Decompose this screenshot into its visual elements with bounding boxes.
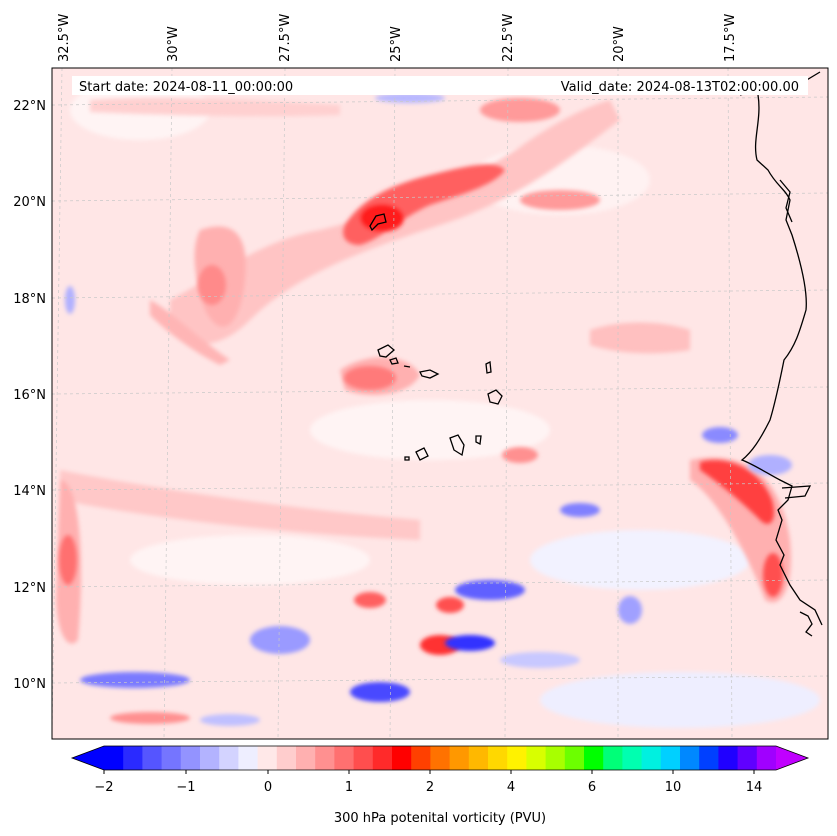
latitude-labels: 22°N 20°N 18°N 16°N 14°N 12°N 10°N	[13, 99, 46, 692]
colorbar-segment	[718, 746, 739, 770]
colorbar-segment	[545, 746, 566, 770]
cb-tick-label: 10	[665, 780, 682, 795]
colorbar-segment	[584, 746, 604, 770]
colorbar-segment	[161, 746, 182, 770]
colorbar: −2 −1 0 1 2 4 6 10 14 300 hPa potenital …	[70, 745, 810, 826]
colorbar-segment	[411, 746, 431, 770]
lon-label-22-5w: 22.5°W	[501, 14, 516, 62]
cb-tick-label: 2	[426, 780, 434, 795]
colorbar-segment	[334, 746, 355, 770]
colorbar-segment	[660, 746, 681, 770]
colorbar-segment	[392, 746, 412, 770]
colorbar-segment	[219, 746, 239, 770]
lon-label-32-5w: 32.5°W	[57, 14, 72, 62]
pv-negative-regions	[65, 93, 792, 726]
colorbar-segment	[737, 746, 758, 770]
pv-high-regions	[59, 98, 783, 724]
colorbar-segment	[238, 746, 259, 770]
colorbar-extend-max	[776, 746, 808, 770]
colorbar-segment	[142, 746, 163, 770]
colorbar-segment	[603, 746, 623, 770]
cb-tick-label: 0	[264, 780, 272, 795]
cb-tick-label: 14	[746, 780, 763, 795]
colorbar-segment	[104, 746, 124, 770]
colorbar-segment	[507, 746, 527, 770]
colorbar-segment	[257, 746, 278, 770]
colorbar-segment	[200, 746, 220, 770]
lon-label-17-5w: 17.5°W	[723, 14, 738, 62]
lon-label-27-5w: 27.5°W	[278, 14, 293, 62]
colorbar-segment	[276, 746, 297, 770]
colorbar-segment	[315, 746, 335, 770]
cb-tick-label: −1	[176, 780, 195, 795]
map-panel	[52, 68, 828, 739]
colorbar-segment	[641, 746, 662, 770]
cb-tick-label: 1	[345, 780, 353, 795]
lat-label-12n: 12°N	[13, 581, 46, 596]
lat-label-20n: 20°N	[13, 195, 46, 210]
graticule	[52, 68, 828, 739]
colorbar-title: 300 hPa potenital vorticity (PVU)	[334, 811, 546, 826]
map-frame	[51, 67, 829, 740]
colorbar-ticks	[103, 770, 755, 774]
colorbar-segment	[622, 746, 643, 770]
colorbar-segment	[468, 746, 489, 770]
colorbar-segment	[699, 746, 719, 770]
colorbar-segment	[680, 746, 700, 770]
lat-label-22n: 22°N	[13, 99, 46, 114]
colorbar-segment	[756, 746, 777, 770]
colorbar-segment	[430, 746, 451, 770]
colorbar-segment	[180, 746, 201, 770]
cb-tick-label: 4	[507, 780, 515, 795]
header-band	[72, 76, 808, 95]
lat-label-14n: 14°N	[13, 484, 46, 499]
colorbar-segment	[526, 746, 547, 770]
lat-label-10n: 10°N	[13, 677, 46, 692]
longitude-labels: 32.5°W 30°W 27.5°W 25°W 22.5°W 20°W 17.5…	[57, 14, 738, 62]
cb-tick-label: −2	[94, 780, 113, 795]
colorbar-segment	[353, 746, 374, 770]
lon-label-30w: 30°W	[166, 26, 181, 62]
colorbar-segment	[372, 746, 393, 770]
colorbar-segment	[449, 746, 470, 770]
lat-label-16n: 16°N	[13, 388, 46, 403]
colorbar-segment	[564, 746, 585, 770]
valid-date-label: Valid_date: 2024-08-13T02:00:00.00	[561, 80, 799, 95]
colorbar-tick-labels: −2 −1 0 1 2 4 6 10 14	[94, 780, 762, 795]
colorbar-segments	[104, 746, 777, 770]
cape-verde-islands	[369, 213, 503, 461]
colorbar-segment	[488, 746, 508, 770]
start-date-label: Start date: 2024-08-11_00:00:00	[79, 80, 293, 95]
colorbar-segment	[123, 746, 143, 770]
colorbar-extend-min	[72, 746, 104, 770]
lon-label-25w: 25°W	[389, 26, 404, 62]
cb-tick-label: 6	[588, 780, 596, 795]
lat-label-18n: 18°N	[13, 292, 46, 307]
lon-label-20w: 20°W	[612, 26, 627, 62]
colorbar-segment	[296, 746, 316, 770]
